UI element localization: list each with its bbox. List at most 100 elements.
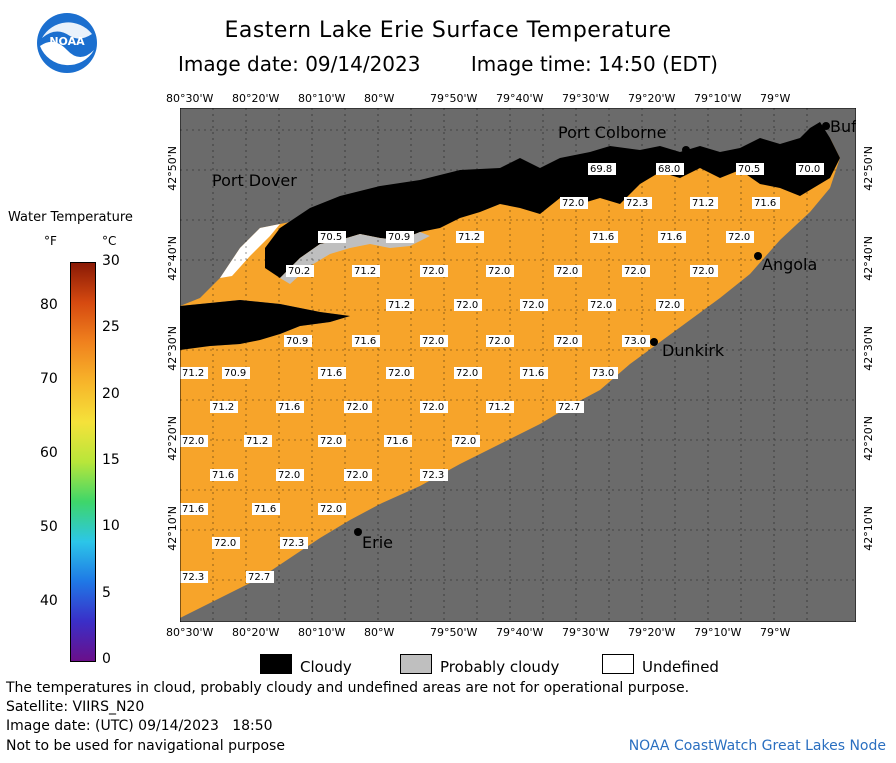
temperature-label: 70.5	[318, 231, 346, 243]
temperature-value: 72.0	[456, 368, 478, 379]
place-port-dover: Port Dover	[212, 171, 297, 190]
footer-satellite: Satellite: VIIRS_N20	[6, 699, 145, 715]
temperature-label: 72.0	[212, 537, 240, 549]
temperature-value: 72.0	[556, 266, 578, 277]
temperature-value: 71.6	[278, 402, 300, 413]
temperature-value: 71.6	[254, 504, 276, 515]
temperature-value: 72.3	[182, 572, 204, 583]
lat-tick-right: 42°10'N	[862, 506, 875, 551]
lat-tick-left: 42°50'N	[166, 146, 179, 191]
lon-tick-top: 79°20'W	[628, 92, 676, 105]
celsius-tick: 5	[102, 584, 111, 601]
temperature-value: 72.0	[522, 300, 544, 311]
temperature-label: 71.6	[658, 231, 686, 243]
legend-probably-cloudy-swatch	[400, 654, 432, 674]
fahrenheit-tick: 70	[40, 371, 58, 387]
temperature-value: 71.2	[458, 232, 480, 243]
cloud-region-west	[180, 300, 350, 350]
temperature-label: 72.0	[554, 335, 582, 347]
colorbar-title: Water Temperature	[8, 210, 133, 225]
temperature-value: 71.6	[660, 232, 682, 243]
temperature-label: 72.0	[420, 335, 448, 347]
temperature-value: 71.2	[182, 368, 204, 379]
temperature-label: 71.2	[244, 435, 272, 447]
lon-tick-top: 80°W	[364, 92, 395, 105]
legend-cloudy-label: Cloudy	[300, 658, 352, 676]
lat-tick-right: 42°20'N	[862, 416, 875, 461]
temperature-value: 72.0	[388, 368, 410, 379]
cloud-region-north	[265, 122, 840, 278]
temperature-label: 71.6	[590, 231, 618, 243]
temperature-label: 71.2	[352, 265, 380, 277]
temperature-value: 72.0	[556, 336, 578, 347]
temperature-label: 70.9	[222, 367, 250, 379]
page-title: Eastern Lake Erie Surface Temperature	[224, 18, 672, 43]
temperature-label: 70.5	[736, 163, 764, 175]
temperature-label: 72.3	[420, 469, 448, 481]
temperature-label: 73.0	[622, 335, 650, 347]
lon-tick-top: 80°20'W	[232, 92, 280, 105]
temperature-value: 70.9	[388, 232, 410, 243]
lon-tick-bottom: 80°20'W	[232, 626, 280, 639]
temperature-label: 71.2	[690, 197, 718, 209]
temperature-label: 72.0	[454, 367, 482, 379]
temperature-label: 72.0	[420, 265, 448, 277]
temperature-label: 71.6	[752, 197, 780, 209]
temperature-value: 70.9	[224, 368, 246, 379]
footer-credit: NOAA CoastWatch Great Lakes Node	[628, 738, 886, 754]
temperature-label: 71.6	[276, 401, 304, 413]
temperature-value: 71.6	[386, 436, 408, 447]
lat-tick-left: 42°40'N	[166, 236, 179, 281]
celsius-tick: 30	[102, 253, 120, 269]
temperature-value: 71.2	[488, 402, 510, 413]
lon-tick-top: 80°30'W	[166, 92, 214, 105]
temperature-value: 72.0	[214, 538, 236, 549]
temperature-value: 72.0	[422, 402, 444, 413]
temperature-value: 70.5	[738, 164, 760, 175]
temperature-value: 70.2	[288, 266, 310, 277]
temperature-label: 72.0	[486, 335, 514, 347]
lon-tick-bottom: 80°30'W	[166, 626, 214, 639]
undefined-shore	[220, 224, 280, 278]
temperature-label: 72.0	[344, 469, 372, 481]
temperature-value: 70.9	[286, 336, 308, 347]
temperature-value: 72.0	[422, 266, 444, 277]
lon-tick-top: 79°50'W	[430, 92, 478, 105]
fahrenheit-tick: 50	[40, 519, 58, 535]
footer-navigation-warning: Not to be used for navigational purpose	[6, 738, 285, 754]
temperature-value: 71.2	[246, 436, 268, 447]
image-time: Image time: 14:50 (EDT)	[470, 52, 718, 76]
place-labels: Port Colborne Port Dover Buf Angola Dunk…	[212, 117, 856, 552]
temperature-label: 72.3	[280, 537, 308, 549]
temperature-label: 71.6	[180, 503, 208, 515]
lat-tick-right: 42°40'N	[862, 236, 875, 281]
temperature-label: 72.0	[520, 299, 548, 311]
temperature-value: 71.2	[354, 266, 376, 277]
temperature-label: 72.0	[554, 265, 582, 277]
image-date: Image date: 09/14/2023	[178, 52, 421, 76]
temperature-value: 72.0	[278, 470, 300, 481]
temperature-label: 71.6	[210, 469, 238, 481]
temperature-value: 69.8	[590, 164, 612, 175]
legend-cloudy-swatch	[260, 654, 292, 674]
fahrenheit-tick: 80	[40, 297, 58, 313]
temperature-value: 72.0	[320, 504, 342, 515]
celsius-tick: 15	[102, 452, 120, 468]
lat-tick-left: 42°20'N	[166, 416, 179, 461]
temperature-label: 71.2	[210, 401, 238, 413]
lon-tick-top: 80°10'W	[298, 92, 346, 105]
temperature-value: 72.0	[422, 336, 444, 347]
temperature-label: 72.0	[560, 197, 588, 209]
temperature-value: 68.0	[658, 164, 680, 175]
temperature-value: 72.3	[422, 470, 444, 481]
temperature-value: 71.6	[522, 368, 544, 379]
temperature-label: 72.0	[452, 435, 480, 447]
temperature-label: 70.9	[386, 231, 414, 243]
temperature-value: 72.3	[282, 538, 304, 549]
legend-undefined-swatch	[602, 654, 634, 674]
temperature-value: 72.0	[658, 300, 680, 311]
logo-text: NOAA	[49, 35, 85, 48]
temperature-value: 72.0	[488, 266, 510, 277]
temperature-label: 72.3	[624, 197, 652, 209]
legend-undefined-label: Undefined	[642, 658, 719, 676]
